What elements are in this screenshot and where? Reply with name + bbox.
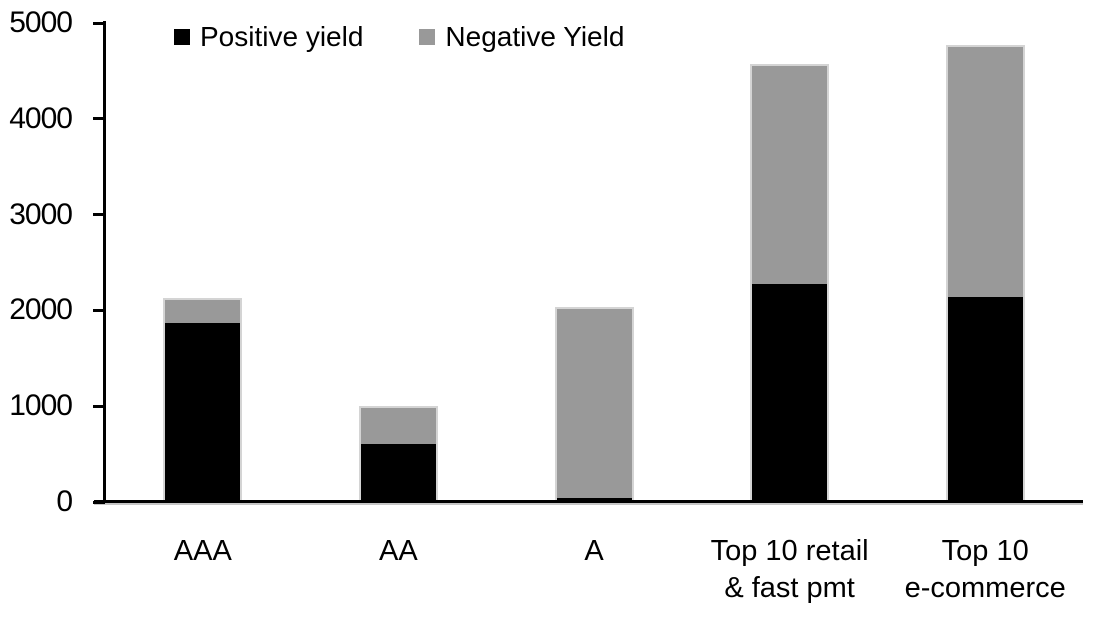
x-axis-category-label: A [584,535,604,567]
bar-segment-positive-yield [556,497,632,502]
y-axis-tick-label: 3000 [9,197,73,231]
x-axis-category-label: AA [379,535,418,567]
y-axis-tick-mark [93,21,105,25]
y-axis-tick-mark [93,404,105,408]
y-axis-tick-label: 0 [56,485,73,518]
chart-legend: Positive yield Negative Yield [174,21,624,53]
bar-segment-negative-yield [947,47,1023,297]
y-axis-tick-label: 4000 [9,101,73,135]
legend-item-negative-yield: Negative Yield [419,21,624,53]
bar-segment-positive-yield [752,283,828,502]
x-axis-category-label: Top 10 retail & fast pmt [710,535,869,604]
x-axis-shadow-line [94,503,1083,505]
x-axis-category-label: Top 10 e-commerce [904,535,1066,604]
legend-swatch-icon [174,29,190,45]
y-axis-tick-mark [93,213,105,217]
y-axis-tick-label: 5000 [9,6,73,39]
y-axis-tick-mark [93,308,105,312]
bar-top-10-retail [750,64,830,502]
bar-segment-negative-yield [360,407,436,444]
y-axis-tick-mark [93,117,105,121]
bar-segment-positive-yield [360,443,436,502]
legend-label: Negative Yield [445,21,625,52]
bar-segment-negative-yield [556,309,632,498]
bar-aa [358,405,438,502]
bar-segment-positive-yield [165,322,241,502]
x-axis-line [94,500,1083,503]
y-axis-tick-label: 2000 [9,293,73,327]
legend-label: Positive yield [200,21,364,52]
bar-top-10 [945,45,1025,502]
y-axis-tick-label: 1000 [9,389,73,423]
legend-swatch-icon [419,29,436,45]
y-axis-line [103,21,106,503]
legend-item-positive-yield: Positive yield [174,21,363,53]
bar-segment-negative-yield [165,300,241,323]
x-axis-category-label: AAA [173,535,232,567]
bar-segment-negative-yield [752,66,828,284]
bar-a [554,307,634,502]
y-axis-tick-mark [93,500,105,504]
bar-aaa [163,298,243,502]
bar-segment-positive-yield [947,296,1023,502]
